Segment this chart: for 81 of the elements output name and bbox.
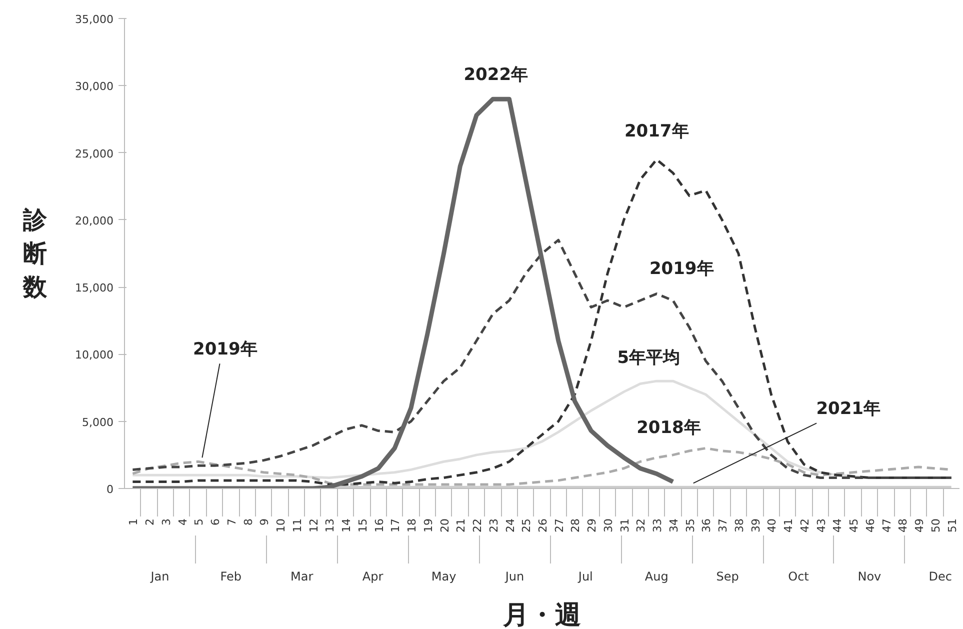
x-tick-label: 19 [422,518,435,532]
x-tick-label: 15 [356,518,370,532]
annotation: 2021年 [816,399,881,420]
x-tick-label: 46 [864,518,877,532]
annotation: 2022年 [464,65,528,86]
x-tick-label: 8 [242,518,255,526]
x-tick-label: 22 [471,518,484,532]
annotation: 2017年 [624,122,689,142]
x-tick-label: 38 [732,518,746,532]
line-series [131,238,953,480]
x-tick-label: 49 [913,518,926,532]
x-tick-label: 4 [176,518,190,526]
x-tick-label: 25 [520,518,534,532]
x-tick-label: 44 [831,518,844,532]
annotation: 2019年 [649,258,714,279]
x-tick-label: 14 [340,518,354,532]
x-tick-label: 5 [192,518,206,526]
text: Jan [150,570,170,584]
x-tick-label: 1 [127,518,140,526]
x-tick-label: 11 [290,518,304,532]
x-tick-label: 43 [814,518,828,532]
x-tick-label: 16 [372,518,386,532]
text: Oct [788,570,810,584]
x-tick-label: 37 [716,518,730,532]
y-tick-label: 25,000 [75,147,114,160]
x-tick-label: 42 [798,518,812,532]
x-tick-label: 29 [586,518,599,532]
x-tick-label: 9 [258,518,272,526]
text: Nov [858,570,882,584]
x-tick-label: 35 [684,518,697,532]
x-tick-label: 50 [929,518,942,532]
y-tick-label: 10,000 [75,348,114,362]
x-tick-label: 20 [438,518,452,532]
x-tick-label: 3 [160,518,173,526]
x-tick-label: 39 [749,518,762,532]
x-tick-label: 2 [144,518,157,526]
x-tick-label: 32 [634,518,648,532]
annotation: 5年平均 [617,348,680,368]
x-tick-label: 13 [324,518,337,532]
x-tick-label: 34 [667,518,680,532]
text: May [431,570,456,584]
x-tick-label: 21 [454,518,468,532]
text: Dec [928,570,952,584]
x-tick-label: 47 [880,518,894,532]
x-tick-label: 18 [406,518,419,532]
text: Jul [577,570,593,584]
text: Jun [504,570,524,584]
x-tick-label: 12 [307,518,320,532]
y-axis-title: 診断数 [22,206,48,302]
x-tick-label: 33 [651,518,664,532]
x-tick-label: 36 [700,518,714,532]
annotation: 2019年 [193,340,258,360]
x-tick-label: 17 [389,518,402,532]
y-tick-label: 35,000 [75,13,114,26]
x-tick-label: 51 [946,518,959,532]
y-tick-label: 0 [106,483,114,496]
y-tick-label: 30,000 [75,80,114,94]
x-tick-label: 7 [225,518,238,526]
annotation: 2018年 [636,418,701,438]
x-tick-label: 24 [504,518,517,532]
x-tick-label: 40 [766,518,779,532]
x-axis-title: 月・週 [502,600,581,629]
text: Aug [644,570,668,584]
text: Apr [362,570,384,584]
y-tick-label: 5,000 [82,416,114,429]
x-tick-label: 48 [896,518,910,532]
x-tick-label: 31 [618,518,632,532]
text: Mar [290,570,314,584]
text: Feb [220,570,242,584]
text: Sep [716,570,739,584]
x-tick-label: 10 [274,518,288,532]
x-tick-label: 30 [602,518,615,532]
x-tick-label: 23 [487,518,500,532]
y-tick-label: 20,000 [75,214,114,228]
x-tick-label: 45 [848,518,861,532]
x-tick-label: 27 [552,518,566,532]
y-tick-label: 15,000 [75,282,114,295]
x-tick-label: 28 [569,518,582,532]
x-tick-label: 41 [782,518,796,532]
x-tick-label: 6 [209,518,222,526]
x-tick-label: 26 [536,518,550,532]
